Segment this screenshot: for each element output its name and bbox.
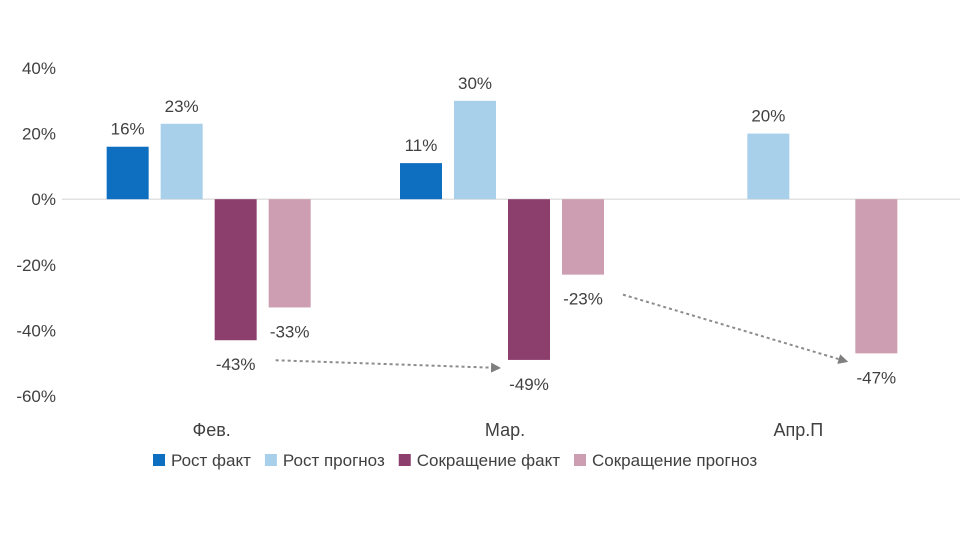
data-label: 23%	[165, 97, 199, 116]
bar-1-0	[400, 163, 442, 200]
bar-0-1	[160, 123, 203, 200]
data-label: 30%	[458, 74, 492, 93]
data-label: -49%	[509, 375, 549, 394]
y-tick-label: 40%	[22, 59, 56, 78]
y-tick-label: 20%	[22, 125, 56, 144]
legend: Рост факт Рост прогноз Сокращение факт Сокр…	[153, 451, 757, 470]
data-label: -43%	[216, 355, 256, 374]
data-label: -23%	[563, 290, 603, 309]
legend-swatch	[264, 454, 277, 466]
bar-0-2	[214, 199, 257, 341]
data-label: -47%	[856, 368, 896, 387]
legend-label: Рост прогноз	[283, 451, 385, 470]
x-axis: Фев. Мар. Апр.П	[193, 420, 824, 440]
legend-swatch	[574, 454, 586, 466]
bar-0-0	[106, 146, 149, 200]
legend-label: Сокращение прогноз	[592, 451, 757, 470]
bar-1-1	[454, 100, 496, 200]
category-label: Апр.П	[773, 420, 823, 440]
y-tick-label: -40%	[16, 321, 56, 340]
legend-label: Рост факт	[171, 451, 251, 470]
trend-arrow	[622, 293, 849, 364]
category-label: Мар.	[485, 420, 525, 440]
legend-label: Сокращение факт	[417, 451, 560, 470]
legend-swatch	[398, 454, 411, 466]
legend-swatch	[153, 454, 165, 466]
annotation-arrows	[275, 293, 849, 373]
bars-group	[106, 100, 898, 360]
y-axis: 40% 20% 0% -20% -40% -60%	[16, 59, 56, 406]
y-tick-label: -60%	[16, 387, 56, 406]
bar-2-3	[855, 199, 898, 354]
data-label: 11%	[405, 136, 438, 155]
bar-2-1	[747, 133, 790, 200]
bar-1-2	[508, 199, 550, 360]
bar-1-3	[562, 199, 604, 275]
bar-0-3	[268, 199, 311, 308]
data-labels-group: 16% 23% -43% -33% 11% 30% -49% -23% 20% -47%	[111, 74, 897, 394]
category-label: Фев.	[193, 420, 231, 440]
y-tick-label: -20%	[16, 256, 56, 275]
data-label: 20%	[751, 107, 785, 126]
data-label: 16%	[111, 120, 145, 139]
data-label: -33%	[270, 322, 310, 341]
trend-arrow	[275, 359, 501, 373]
y-tick-label: 0%	[31, 190, 56, 209]
